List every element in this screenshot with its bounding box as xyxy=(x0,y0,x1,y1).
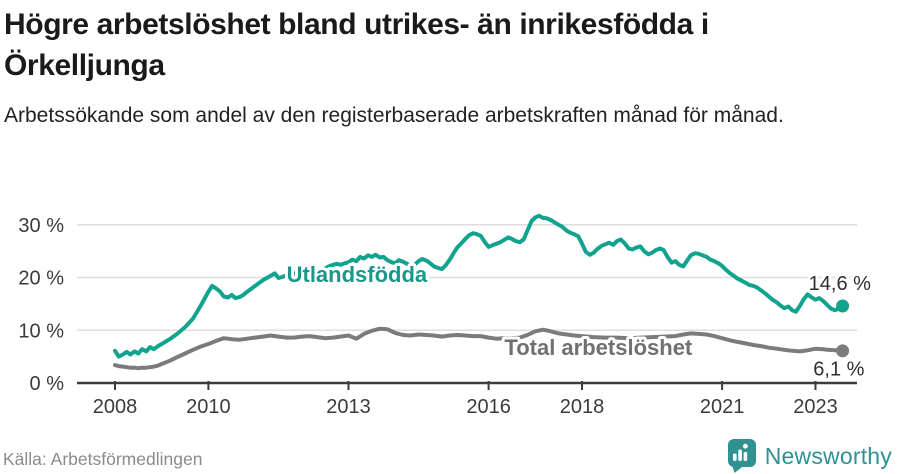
y-tick-label: 20 % xyxy=(18,268,64,290)
x-tick-label: 2016 xyxy=(466,396,511,418)
series-end-dot-total-arbetsl-shet xyxy=(836,344,850,358)
x-tick-label: 2008 xyxy=(93,396,138,418)
newsworthy-wordmark: Newsworthy xyxy=(764,442,892,469)
x-tick-label: 2023 xyxy=(793,396,838,418)
y-tick-label: 30 % xyxy=(18,215,64,237)
x-tick-label: 2021 xyxy=(700,396,745,418)
newsworthy-badge-icon xyxy=(727,439,756,473)
source-note: Källa: Arbetsförmedlingen xyxy=(3,449,203,469)
series-line-total-arbetsl-shet xyxy=(113,326,845,371)
newsworthy-logo: Newsworthy xyxy=(727,438,892,474)
x-tick-label: 2018 xyxy=(560,396,605,418)
chart-subtitle: Arbetssökande som andel av den registerb… xyxy=(4,104,784,127)
x-tick-label: 2013 xyxy=(326,396,371,418)
y-tick-label: 0 % xyxy=(30,373,65,395)
page-title: Högre arbetslöshet bland utrikes- än inr… xyxy=(4,8,709,82)
series-label-utlandsf-dda: Utlandsfödda xyxy=(287,262,428,287)
series-end-value-utlandsf-dda: 14,6 % xyxy=(809,273,871,295)
y-tick-label: 10 % xyxy=(18,320,64,342)
series-line-utlandsf-dda xyxy=(113,213,845,359)
series-end-dot-utlandsf-dda xyxy=(836,299,850,313)
series-end-value-total-arbetsl-shet: 6,1 % xyxy=(813,358,864,380)
x-tick-label: 2010 xyxy=(186,396,231,418)
header: Högre arbetslöshet bland utrikes- än inr… xyxy=(4,4,864,132)
series-label-total-arbetsl-shet: Total arbetslöshet xyxy=(504,335,693,360)
